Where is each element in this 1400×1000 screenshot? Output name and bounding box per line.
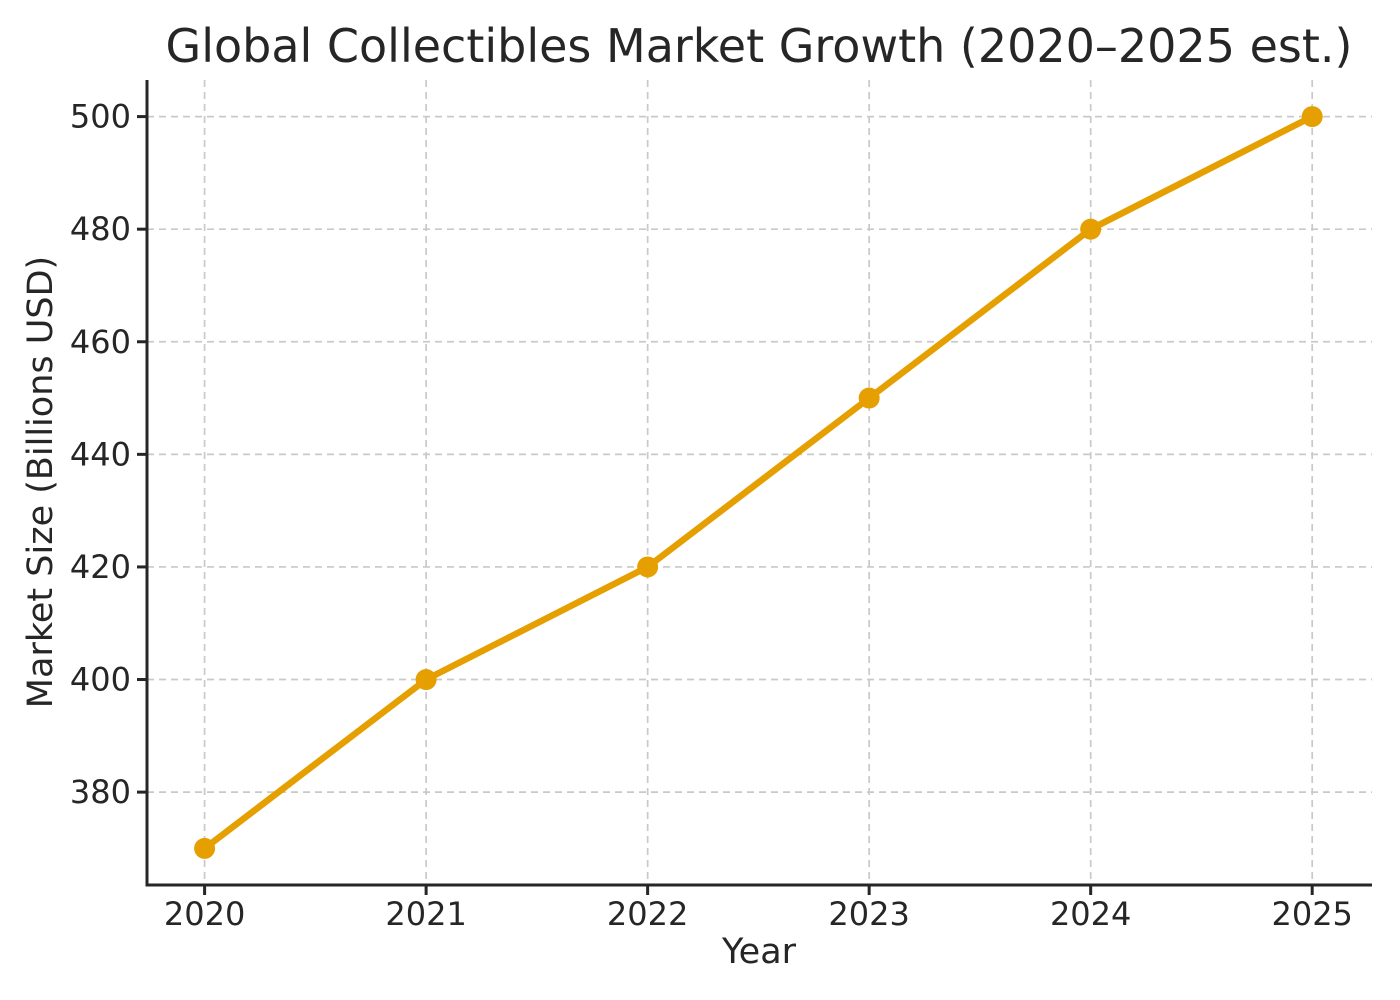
data-point-marker [1301,106,1323,128]
data-point-marker [194,837,216,859]
axes-spines [145,80,1372,887]
data-series [194,106,1323,859]
gridlines [147,80,1372,885]
trend-line [201,113,1316,852]
y-tick-label: 400 [70,661,131,699]
x-tick-label: 2025 [1271,895,1352,933]
data-point-marker [858,387,880,409]
x-tick-label: 2021 [385,895,466,933]
x-axis: 2020 2021 2022 2023 2024 2025 [164,885,1353,933]
x-axis-label: Year [721,932,797,972]
x-tick-label: 2023 [828,895,909,933]
x-tick-label: 2022 [607,895,688,933]
y-axis: 380 400 420 440 460 480 500 [70,98,147,811]
data-point-marker [1080,218,1102,240]
y-tick-label: 440 [70,435,131,473]
data-point-marker [637,556,659,578]
y-tick-label: 480 [70,210,131,248]
y-tick-label: 500 [70,98,131,136]
y-axis-label: Market Size (Billions USD) [21,256,61,708]
y-tick-label: 380 [70,773,131,811]
chart-title: Global Collectibles Market Growth (2020–… [166,19,1353,73]
x-tick-label: 2024 [1050,895,1131,933]
x-tick-label: 2020 [164,895,245,933]
y-tick-label: 420 [70,548,131,586]
data-point-marker [415,669,437,691]
y-tick-label: 460 [70,323,131,361]
